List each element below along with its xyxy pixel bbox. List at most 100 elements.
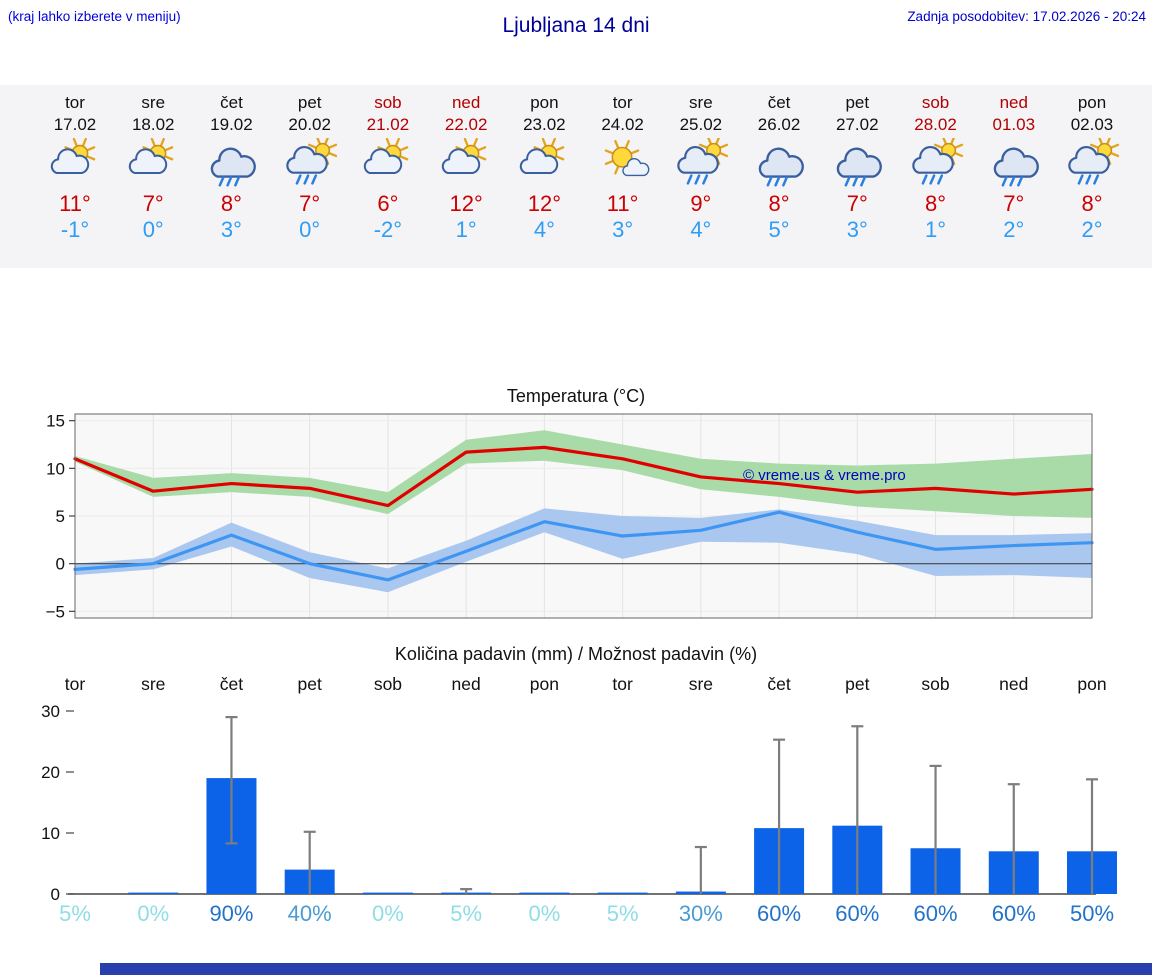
high-temp: 7° bbox=[1003, 191, 1025, 216]
sun-icon bbox=[604, 139, 649, 177]
low-temp: 1° bbox=[925, 217, 947, 242]
precip-day-label: ned bbox=[452, 674, 481, 694]
day-date: 02.03 bbox=[1070, 115, 1114, 134]
precip-probability: 0% bbox=[528, 901, 560, 926]
svg-text:10: 10 bbox=[46, 459, 65, 478]
sun-cloud-icon bbox=[50, 137, 96, 174]
day-name: tor bbox=[612, 93, 633, 112]
forecast-day-28.02[interactable]: sob 28.02 8° 1° bbox=[895, 85, 977, 243]
forecast-day-01.03[interactable]: ned 01.03 7° 2° bbox=[973, 85, 1055, 243]
precip-probability: 60% bbox=[992, 901, 1036, 926]
day-date: 19.02 bbox=[210, 115, 253, 134]
day-date: 18.02 bbox=[131, 115, 175, 134]
day-date: 20.02 bbox=[288, 115, 331, 134]
forecast-day-22.02[interactable]: ned 22.02 12° 1° bbox=[425, 85, 507, 243]
sun-cloud-rain-icon bbox=[677, 135, 729, 185]
forecast-day-18.02[interactable]: sre 18.02 7° 0° bbox=[112, 85, 194, 243]
low-temp: 4° bbox=[690, 217, 712, 242]
precip-bar bbox=[519, 892, 570, 894]
weather-icon-slot bbox=[269, 135, 351, 188]
precip-probability: 60% bbox=[835, 901, 879, 926]
day-name: pet bbox=[845, 93, 870, 112]
precip-probability: 5% bbox=[450, 901, 482, 926]
precip-day-label: čet bbox=[767, 674, 790, 694]
day-name: ned bbox=[999, 93, 1028, 112]
precip-day-label: čet bbox=[220, 674, 243, 694]
cloud-rain-icon bbox=[837, 147, 883, 187]
weather-icon-slot bbox=[425, 137, 507, 188]
weather-icon-slot bbox=[582, 138, 664, 188]
precip-bar bbox=[128, 892, 179, 894]
min-temp-line bbox=[73, 510, 1094, 582]
svg-text:30: 30 bbox=[41, 702, 60, 721]
page-title: Ljubljana 14 dni bbox=[502, 14, 650, 37]
high-temp: 12° bbox=[527, 191, 562, 216]
low-temp: 1° bbox=[455, 217, 477, 242]
low-temp: 4° bbox=[533, 217, 555, 242]
low-temp: 2° bbox=[1081, 217, 1103, 242]
day-date: 28.02 bbox=[914, 115, 957, 134]
cloud-rain-icon bbox=[211, 147, 257, 187]
weather-icon-slot bbox=[895, 135, 977, 188]
footer-bar bbox=[100, 963, 1152, 975]
precip-probability: 0% bbox=[372, 901, 404, 926]
last-update: Zadnja posodobitev: 17.02.2026 - 20:24 bbox=[907, 9, 1146, 24]
precip-day-label: pet bbox=[298, 674, 322, 694]
svg-text:−5: −5 bbox=[46, 602, 65, 621]
sun-cloud-rain-icon bbox=[1068, 135, 1120, 185]
low-temp: 3° bbox=[612, 217, 634, 242]
forecast-day-21.02[interactable]: sob 21.02 6° -2° bbox=[347, 85, 429, 243]
temperature-chart-title: Temperatura (°C) bbox=[506, 386, 646, 406]
forecast-day-17.02[interactable]: tor 17.02 11° -1° bbox=[34, 85, 116, 243]
precip-bar bbox=[362, 892, 413, 894]
precipitation-chart-title: Količina padavin (mm) / Možnost padavin … bbox=[394, 644, 758, 664]
high-temp: 11° bbox=[606, 191, 639, 216]
cloud-rain-icon bbox=[758, 147, 804, 187]
low-temp: 0° bbox=[299, 217, 321, 242]
high-temp: 9° bbox=[690, 191, 712, 216]
sun-cloud-icon bbox=[441, 137, 487, 174]
forecast-day-19.02[interactable]: čet 19.02 8° 3° bbox=[190, 85, 272, 243]
precip-probability: 0% bbox=[137, 901, 169, 926]
svg-text:10: 10 bbox=[41, 824, 60, 843]
forecast-day-26.02[interactable]: čet 26.02 8° 5° bbox=[738, 85, 820, 243]
low-temp: -1° bbox=[60, 217, 90, 242]
weather-icon-slot bbox=[816, 138, 898, 188]
precip-day-label: pon bbox=[1077, 674, 1106, 694]
forecast-day-02.03[interactable]: pon 02.03 8° 2° bbox=[1051, 85, 1133, 243]
forecast-strip: tor 17.02 11° -1° sre 18.02 7° 0° čet 19.02 8° 3° pe… bbox=[0, 85, 1152, 268]
precip-probability: 50% bbox=[1070, 901, 1114, 926]
precip-probability: 60% bbox=[914, 901, 958, 926]
svg-text:20: 20 bbox=[41, 763, 60, 782]
forecast-day-23.02[interactable]: pon 23.02 12° 4° bbox=[503, 85, 585, 243]
temperature-chart: −5 0 5 10 15 © vreme.us & vreme.pro bbox=[46, 412, 1094, 621]
forecast-day-24.02[interactable]: tor 24.02 11° 3° bbox=[582, 85, 664, 243]
low-temp: 3° bbox=[846, 217, 868, 242]
precip-day-label: sre bbox=[141, 674, 165, 694]
menu-hint: (kraj lahko izberete v meniju) bbox=[8, 9, 181, 24]
max-temp-band bbox=[75, 430, 1092, 518]
precip-day-label: tor bbox=[612, 674, 633, 694]
forecast-day-20.02[interactable]: pet 20.02 7° 0° bbox=[269, 85, 351, 243]
high-temp: 8° bbox=[925, 191, 947, 216]
sun-cloud-icon bbox=[520, 137, 565, 174]
weather-icon-slot bbox=[34, 137, 116, 188]
day-name: pon bbox=[1077, 93, 1107, 112]
max-temp-line bbox=[73, 445, 1094, 508]
high-temp: 12° bbox=[449, 191, 483, 216]
precip-day-label: pon bbox=[530, 674, 559, 694]
day-name: čet bbox=[220, 93, 243, 112]
precip-probability: 30% bbox=[679, 901, 723, 926]
svg-text:15: 15 bbox=[46, 412, 65, 431]
forecast-day-27.02[interactable]: pet 27.02 7° 3° bbox=[816, 85, 898, 243]
high-temp: 7° bbox=[846, 191, 868, 216]
day-name: sre bbox=[689, 93, 713, 112]
low-temp: -2° bbox=[373, 217, 403, 242]
min-temp-band bbox=[75, 508, 1092, 593]
precip-probability: 90% bbox=[209, 901, 253, 926]
day-date: 23.02 bbox=[523, 115, 566, 134]
day-name: ned bbox=[451, 93, 481, 112]
forecast-day-25.02[interactable]: sre 25.02 9° 4° bbox=[660, 85, 742, 243]
day-date: 21.02 bbox=[366, 115, 410, 134]
low-temp: 5° bbox=[768, 217, 790, 242]
